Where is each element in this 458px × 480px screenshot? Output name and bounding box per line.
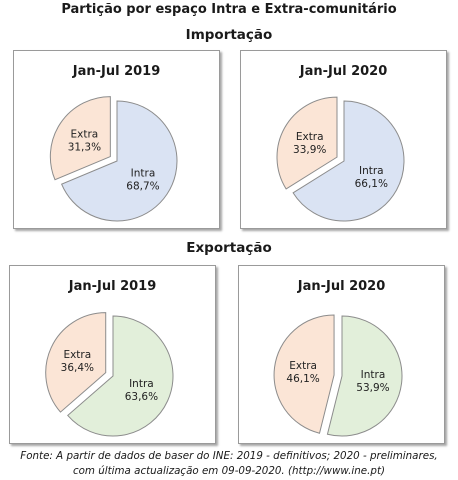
slice-label-extra: Extra — [71, 128, 99, 140]
chart-panel-import-2019: Jan-Jul 2019 Intra 68,7% Extra 31,3% — [13, 50, 220, 229]
slice-label-intra: Intra — [361, 369, 386, 381]
chart-title: Jan-Jul 2020 — [297, 279, 386, 294]
slice-label-extra: Extra — [296, 131, 324, 143]
section-title-export: Exportação — [186, 240, 272, 256]
chart-title: Jan-Jul 2020 — [299, 64, 388, 79]
slice-value-intra: 66,1% — [355, 178, 388, 190]
slice-value-intra: 63,6% — [125, 391, 158, 403]
slice-label-extra: Extra — [63, 349, 91, 361]
slice-value-extra: 31,3% — [68, 141, 101, 153]
pie-slice-extra — [276, 96, 338, 190]
pie-slice-intra — [292, 100, 405, 222]
pie-slice-intra — [60, 100, 178, 222]
slice-label-extra: Extra — [289, 360, 317, 372]
slice-value-extra: 36,4% — [61, 362, 94, 374]
footnote-line-2: com última actualização em 09-09-2020. (… — [72, 465, 386, 477]
slice-label-intra: Intra — [129, 378, 154, 390]
pie-slice-extra — [273, 314, 335, 434]
pie-slice-intra — [67, 315, 174, 437]
pie-slice-intra — [326, 315, 403, 437]
source-footnote: Fonte: A partir de dados de baser do INE… — [0, 449, 458, 479]
slice-value-intra: 53,9% — [356, 382, 389, 394]
chart-panel-export-2020: Jan-Jul 2020 Intra 53,9% Extra 46,1% — [238, 265, 445, 444]
slice-value-extra: 46,1% — [286, 373, 319, 385]
chart-panel-import-2020: Jan-Jul 2020 Intra 66,1% Extra 33,9% — [240, 50, 447, 229]
section-title-import: Importação — [185, 27, 273, 43]
pie-slice-extra — [45, 312, 107, 413]
slice-label-intra: Intra — [131, 167, 156, 179]
chart-panel-export-2019: Jan-Jul 2019 Intra 63,6% Extra 36,4% — [9, 265, 216, 444]
figure-title: Partição por espaço Intra e Extra-comuni… — [61, 2, 397, 17]
slice-value-extra: 33,9% — [293, 144, 326, 156]
chart-title: Jan-Jul 2019 — [72, 64, 161, 79]
footnote-line-1: Fonte: A partir de dados de baser do INE… — [20, 450, 438, 462]
slice-value-intra: 68,7% — [126, 180, 159, 192]
slice-label-intra: Intra — [359, 165, 384, 177]
chart-title: Jan-Jul 2019 — [68, 279, 157, 294]
pie-slice-extra — [49, 96, 111, 181]
